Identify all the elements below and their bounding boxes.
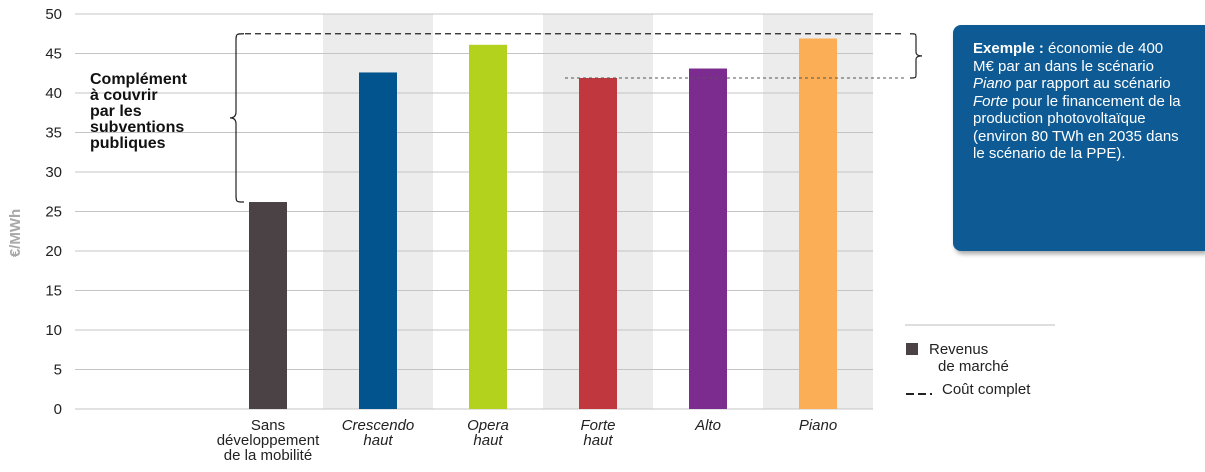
legend-swatch-revenus: [906, 343, 918, 355]
bar: [249, 202, 287, 409]
legend-label-cout: Coût complet: [942, 381, 1031, 398]
annotations: Complément à couvrir par les subventions pub…: [90, 33, 923, 203]
y-tick-label: 20: [45, 243, 62, 260]
bars: [249, 38, 837, 410]
bar: [359, 72, 397, 410]
category-label: Sans développement de la mobilité: [217, 417, 320, 464]
y-axis-label: €/MWh: [7, 209, 24, 257]
bar: [799, 38, 837, 410]
y-tick-label: 0: [54, 401, 62, 418]
category-label: Alto: [694, 417, 721, 434]
y-tick-label: 45: [45, 46, 62, 63]
legend-label-revenus: Revenus de marché: [929, 341, 1009, 375]
y-tick-label: 30: [45, 164, 62, 181]
legend: Revenus de marché Coût complet: [905, 324, 1055, 398]
category-label: Forte haut: [580, 417, 615, 449]
bar: [689, 68, 727, 409]
y-tick-label: 35: [45, 125, 62, 142]
category-label: Opera haut: [467, 417, 509, 449]
example-callout: Exemple : économie de 400 M€ par an dans…: [953, 25, 1205, 251]
y-tick-label: 5: [54, 362, 62, 379]
y-tick-label: 50: [45, 6, 62, 23]
callout-text: Exemple : économie de 400 M€ par an dans…: [973, 40, 1181, 162]
economie-brace: [909, 33, 923, 79]
complement-brace: [229, 33, 245, 203]
bar: [579, 77, 617, 410]
category-label: Crescendo haut: [342, 417, 415, 449]
y-tick-label: 10: [45, 322, 62, 339]
y-axis-ticks: 0 5 10 15 20 25 30 35 40 45 50: [45, 6, 62, 418]
y-tick-label: 15: [45, 283, 62, 300]
bar: [469, 44, 507, 410]
complement-label: Complément à couvrir par les subventions pub…: [90, 71, 188, 152]
y-tick-label: 40: [45, 85, 62, 102]
category-labels: Sans développement de la mobilité Crescendo…: [217, 417, 837, 464]
category-label: Piano: [799, 417, 837, 434]
y-tick-label: 25: [45, 204, 62, 221]
